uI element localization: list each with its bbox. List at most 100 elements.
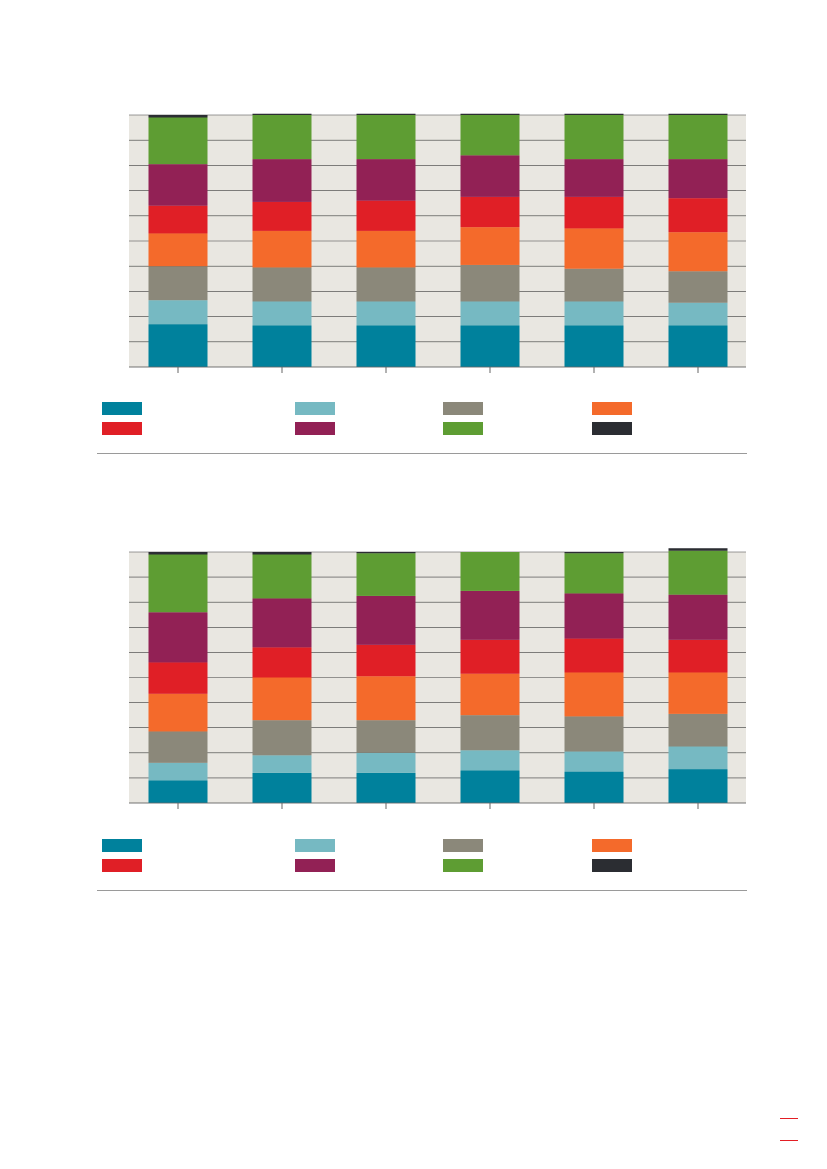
bar-segment-5-4 <box>564 672 624 717</box>
bar-segment-1-3 <box>148 266 208 301</box>
legend-item <box>102 402 262 415</box>
bar-segment-6-3 <box>668 713 728 747</box>
bar-segment-5-2 <box>564 751 624 772</box>
legend-item <box>295 839 455 852</box>
chart-2-divider <box>97 890 747 891</box>
bar-segment-6-1 <box>668 325 728 367</box>
legend-swatch <box>295 422 335 435</box>
legend-swatch <box>592 402 632 415</box>
legend-swatch <box>102 839 142 852</box>
bar-segment-5-8 <box>564 552 624 554</box>
bar-segment-2-2 <box>252 755 312 773</box>
bar-segment-1-5 <box>148 662 208 694</box>
bar-segment-3-7 <box>356 115 416 160</box>
bar-segment-3-1 <box>356 325 416 367</box>
legend-item <box>443 402 603 415</box>
chart-1-plot <box>129 113 746 373</box>
bar-segment-2-8 <box>252 552 312 555</box>
bar-segment-6-8 <box>668 113 728 115</box>
bar-segment-3-4 <box>356 230 416 268</box>
bar-segment-4-5 <box>460 639 520 674</box>
bar-segment-1-2 <box>148 300 208 325</box>
bar-segment-3-6 <box>356 595 416 645</box>
bar-segment-5-5 <box>564 196 624 229</box>
bar-segment-1-7 <box>148 117 208 165</box>
legend-swatch <box>443 422 483 435</box>
bar-segment-4-8 <box>460 113 520 115</box>
bar-segment-6-1 <box>668 769 728 803</box>
bar-segment-1-6 <box>148 612 208 663</box>
bar-segment-2-7 <box>252 115 312 160</box>
bar-segment-4-7 <box>460 115 520 156</box>
bar-segment-4-4 <box>460 227 520 265</box>
legend-swatch <box>443 839 483 852</box>
legend-swatch <box>295 839 335 852</box>
bar-segment-6-2 <box>668 302 728 326</box>
legend-swatch <box>102 859 142 872</box>
bar-segment-1-3 <box>148 731 208 763</box>
legend-item <box>443 859 603 872</box>
bar-segment-5-5 <box>564 638 624 673</box>
bar-segment-3-7 <box>356 553 416 596</box>
bar-segment-5-3 <box>564 716 624 752</box>
bar-segment-5-7 <box>564 115 624 160</box>
bar-segment-3-5 <box>356 644 416 677</box>
legend-swatch <box>592 859 632 872</box>
bar-segment-1-1 <box>148 324 208 367</box>
bar-segment-6-6 <box>668 159 728 199</box>
bar-segment-1-6 <box>148 164 208 206</box>
bar-segment-4-3 <box>460 264 520 302</box>
legend-item <box>295 859 455 872</box>
bar-segment-3-8 <box>356 552 416 554</box>
bar-segment-6-6 <box>668 594 728 640</box>
chart-2-plot <box>129 548 746 809</box>
bar-segment-1-5 <box>148 205 208 234</box>
bar-segment-6-5 <box>668 639 728 673</box>
bar-segment-4-7 <box>460 552 520 591</box>
bar-segment-2-1 <box>252 772 312 803</box>
bar-segment-3-8 <box>356 113 416 115</box>
bar-segment-2-2 <box>252 301 312 326</box>
bar-segment-2-4 <box>252 230 312 268</box>
legend-item <box>592 859 752 872</box>
bar-segment-6-7 <box>668 550 728 595</box>
bar-segment-5-4 <box>564 228 624 269</box>
bar-segment-5-8 <box>564 113 624 115</box>
bar-segment-2-5 <box>252 647 312 678</box>
bar-segment-4-1 <box>460 325 520 367</box>
legend-swatch <box>592 839 632 852</box>
bar-segment-3-1 <box>356 772 416 803</box>
legend-swatch <box>102 422 142 435</box>
legend-item <box>102 859 262 872</box>
bar-segment-3-3 <box>356 720 416 753</box>
bar-segment-4-5 <box>460 196 520 228</box>
bar-segment-3-6 <box>356 159 416 201</box>
bar-segment-6-4 <box>668 232 728 272</box>
legend-item <box>592 839 752 852</box>
bar-segment-4-3 <box>460 715 520 751</box>
bar-segment-2-7 <box>252 554 312 599</box>
bar-segment-6-8 <box>668 548 728 551</box>
legend-item <box>592 422 752 435</box>
bar-segment-5-1 <box>564 325 624 367</box>
bar-segment-5-1 <box>564 771 624 803</box>
bar-segment-1-8 <box>148 115 208 118</box>
legend-item <box>102 839 262 852</box>
legend-swatch <box>443 402 483 415</box>
bar-segment-3-2 <box>356 752 416 773</box>
page-mark-top <box>780 1118 798 1119</box>
legend-item <box>102 422 262 435</box>
bar-segment-3-3 <box>356 267 416 302</box>
legend-item <box>295 422 455 435</box>
legend-swatch <box>592 422 632 435</box>
bar-segment-6-5 <box>668 198 728 233</box>
bar-segment-1-4 <box>148 233 208 267</box>
bar-segment-4-6 <box>460 590 520 640</box>
bar-segment-2-1 <box>252 325 312 367</box>
legend-item <box>443 422 603 435</box>
bar-segment-4-4 <box>460 673 520 716</box>
legend-item <box>443 839 603 852</box>
bar-segment-1-7 <box>148 554 208 613</box>
bar-segment-2-6 <box>252 159 312 202</box>
bar-segment-5-7 <box>564 553 624 594</box>
